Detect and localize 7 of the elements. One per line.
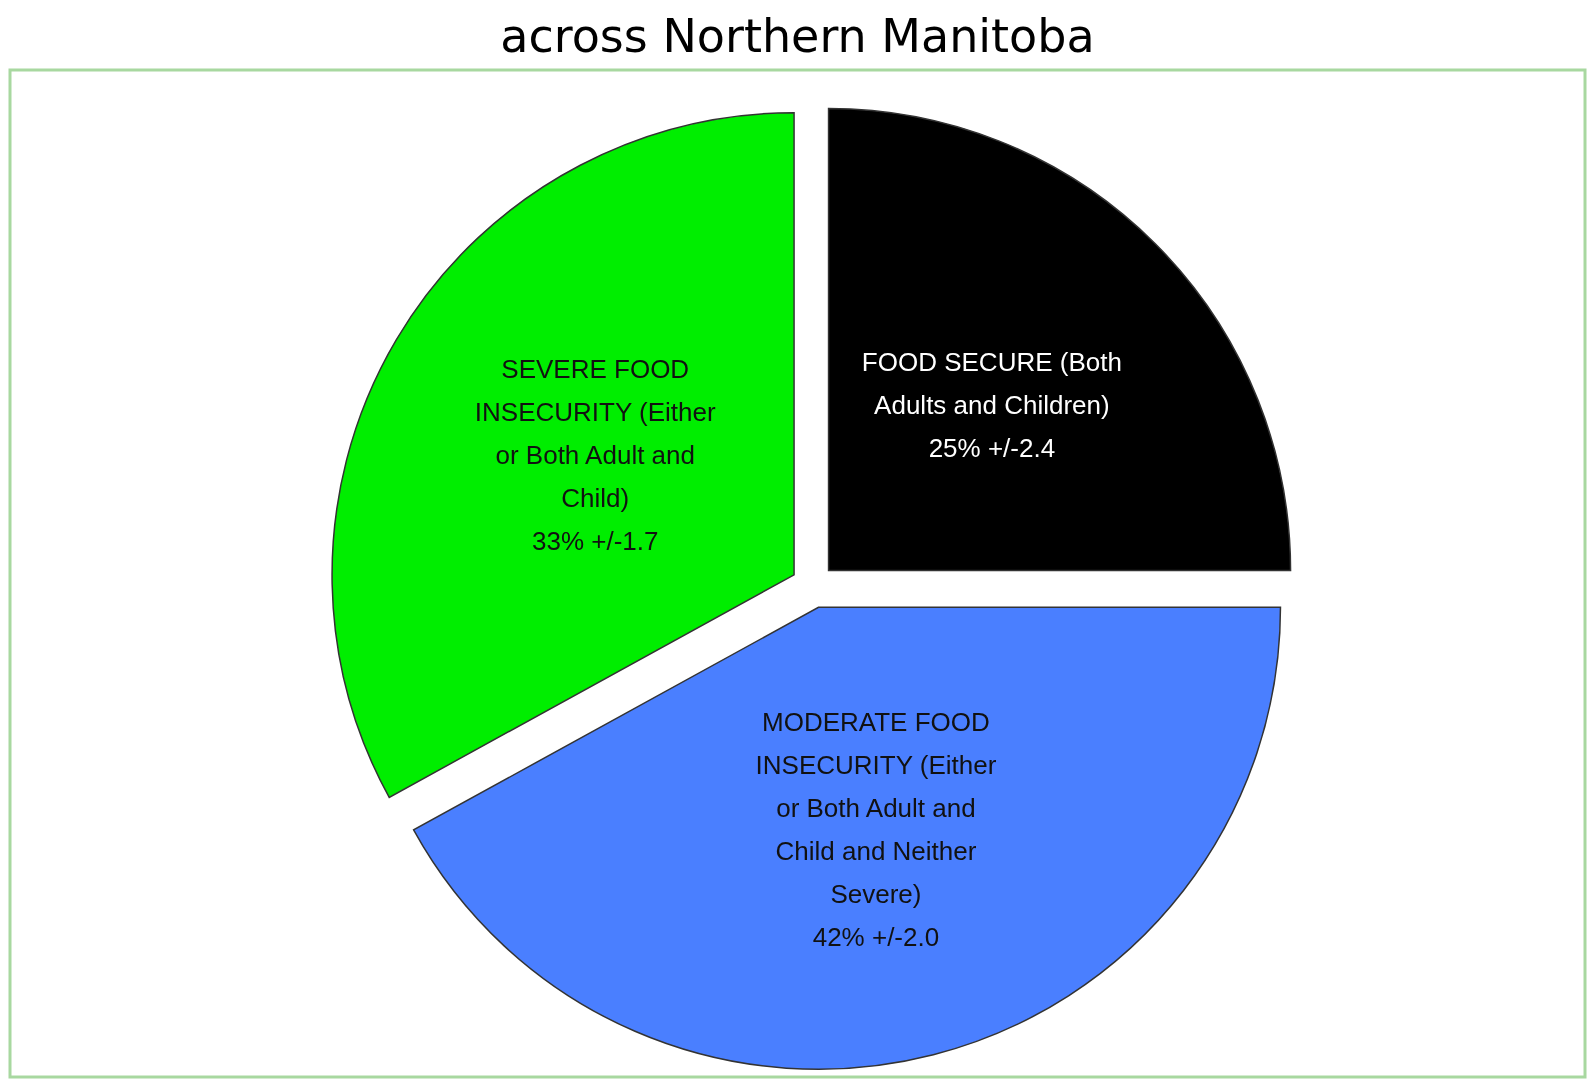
slice-label: SEVERE FOOD INSECURITY (Either or Both Adult and Child) (474, 354, 716, 514)
data-label: 25% +/-2.4 (928, 432, 1056, 463)
data-label: 42% +/-2.0 (812, 921, 940, 952)
slice-label: FOOD SECURE (Both Adults and Children) (861, 346, 1122, 420)
data-label: 33% +/-1.7 (531, 526, 659, 557)
slice-label: MODERATE FOOD INSECURITY (Either or Both Adult and Child and Neither Severe) (755, 706, 997, 909)
chart-title: across Northern Manitoba (500, 9, 1095, 63)
